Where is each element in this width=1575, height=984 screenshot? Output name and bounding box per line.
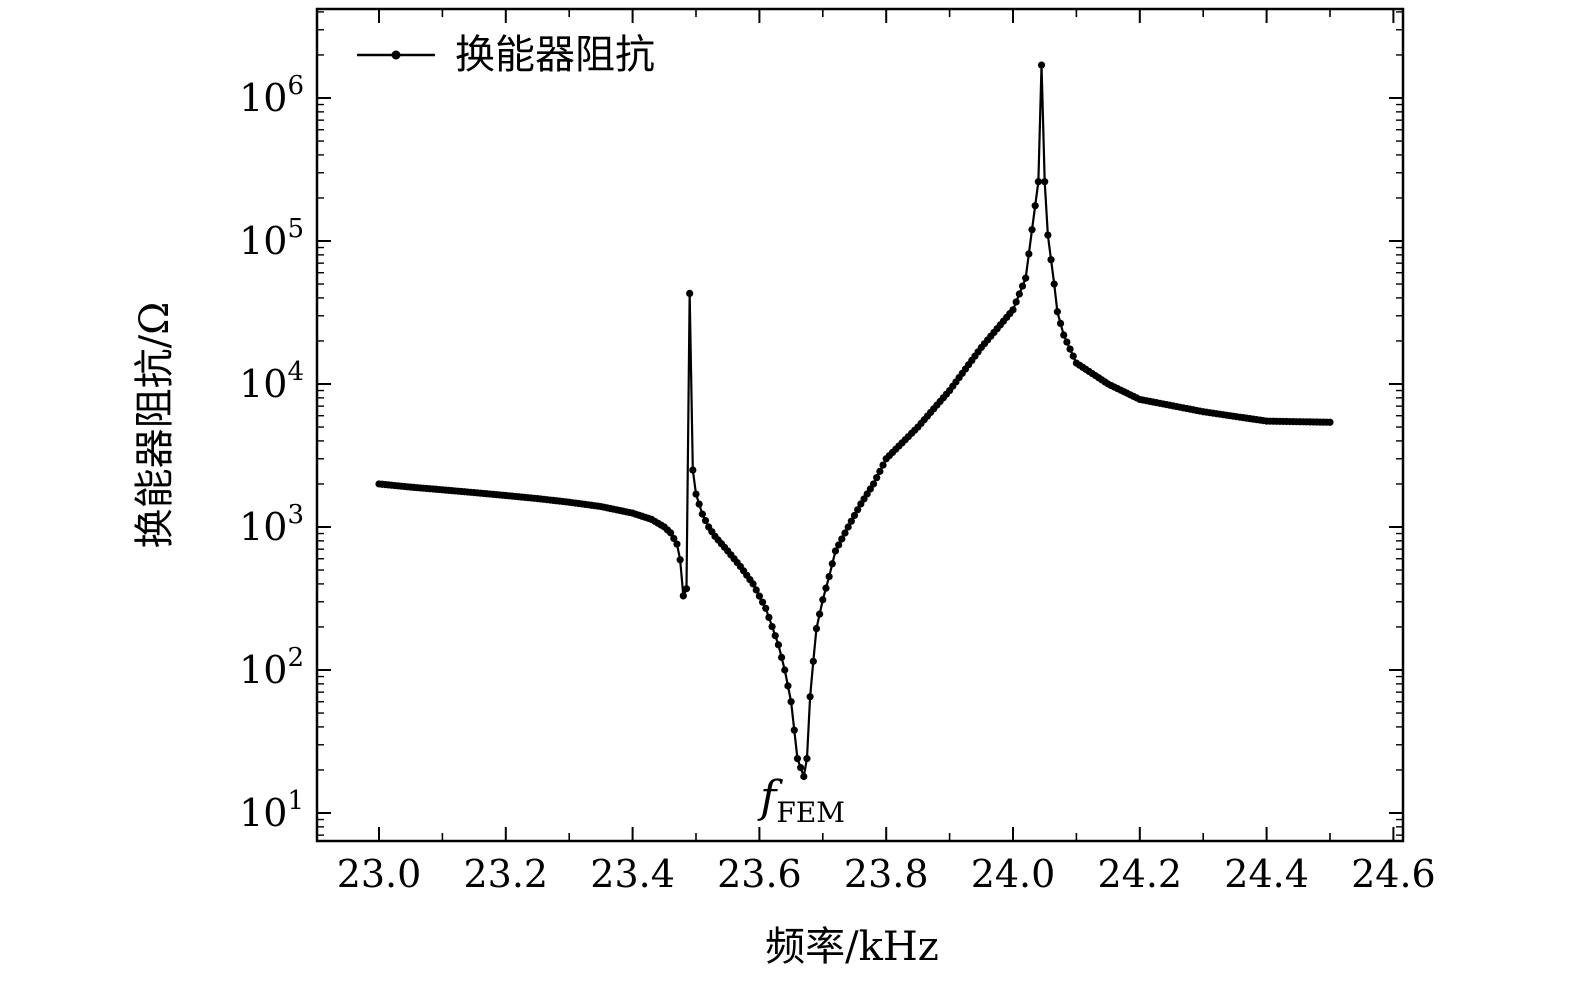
data-point: [1053, 308, 1061, 316]
data-point: [844, 523, 852, 531]
y-tick-label: 101: [239, 786, 304, 835]
y-tick-label: 106: [239, 71, 304, 120]
data-point: [679, 592, 687, 600]
legend: 换能器阻抗: [357, 32, 655, 78]
data-point: [819, 596, 827, 604]
data-point: [667, 529, 675, 537]
data-point: [793, 755, 802, 763]
data-point: [777, 653, 786, 662]
data-point: [1063, 338, 1071, 346]
data-point: [762, 604, 770, 612]
data-point: [701, 516, 710, 525]
data-point: [768, 622, 776, 631]
data-point: [1044, 231, 1052, 239]
y-tick-label: 103: [239, 500, 304, 549]
y-tick-label: 102: [239, 643, 304, 692]
y-tick-label: 105: [239, 214, 304, 263]
data-point: [1056, 319, 1065, 327]
data-point: [1034, 178, 1042, 186]
legend-marker: [391, 50, 401, 60]
data-point: [854, 506, 862, 514]
data-point: [1018, 282, 1027, 290]
data-point: [800, 772, 808, 781]
annotation-subscript: FEM: [776, 796, 845, 829]
data-point: [1022, 274, 1030, 282]
x-tick-label: 23.6: [717, 852, 802, 896]
data-point: [1060, 331, 1068, 339]
data-point: [809, 657, 817, 665]
x-tick-label: 24.0: [971, 852, 1056, 896]
data-point: [698, 510, 706, 518]
data-point: [838, 535, 846, 543]
data-point: [689, 466, 697, 474]
plot-frame: [315, 7, 1405, 843]
data-point: [1066, 345, 1074, 353]
data-point: [831, 547, 840, 555]
x-tick-label: 24.4: [1224, 852, 1309, 896]
x-tick-label: 23.2: [463, 852, 548, 896]
x-tick-label: 24.2: [1097, 852, 1182, 896]
data-point: [1047, 256, 1055, 264]
data-point: [752, 586, 760, 594]
data-point: [1031, 202, 1039, 210]
data-point: [755, 592, 764, 600]
data-point: [784, 682, 792, 690]
data-point: [1069, 352, 1077, 360]
series-layer: [375, 61, 1334, 781]
data-point: [686, 289, 694, 298]
data-point: [850, 511, 859, 520]
data-point: [873, 474, 881, 482]
data-point: [1012, 298, 1020, 306]
data-point: [670, 534, 678, 543]
data-point: [828, 560, 836, 568]
x-axis-ticks: 23.0 23.2 23.4 23.6 23.8 24.0 24.2 24.4 24.6: [337, 9, 1436, 896]
data-point: [771, 632, 779, 640]
data-point: [847, 517, 855, 525]
data-point: [749, 580, 757, 588]
data-point: [758, 598, 767, 606]
y-tick-label: 104: [239, 357, 304, 406]
data-point: [765, 613, 773, 622]
data-point: [879, 461, 887, 469]
data-point: [876, 467, 884, 475]
data-point: [797, 763, 805, 772]
y-axis-title: 换能器阻抗/Ω: [132, 302, 178, 549]
x-tick-label: 23.8: [844, 852, 929, 896]
x-tick-label: 23.0: [337, 852, 422, 896]
data-point: [1326, 418, 1334, 426]
data-point: [673, 540, 681, 548]
data-point: [825, 572, 833, 581]
data-point: [1050, 280, 1058, 288]
data-point: [869, 480, 878, 488]
data-point: [682, 585, 691, 593]
data-point: [790, 726, 798, 734]
resonance-annotation: fFEM: [757, 772, 845, 829]
data-point: [695, 500, 703, 508]
data-point: [1028, 226, 1036, 234]
data-point: [822, 584, 830, 592]
x-axis-title: 频率/kHz: [765, 924, 939, 970]
data-point: [781, 666, 789, 674]
data-point: [774, 641, 783, 649]
data-point: [1025, 250, 1033, 258]
data-point: [835, 541, 843, 549]
data-point: [1041, 178, 1049, 186]
x-tick-label: 24.6: [1351, 852, 1436, 896]
x-tick-label: 23.4: [590, 852, 675, 896]
data-point: [787, 698, 795, 706]
data-point: [841, 529, 849, 537]
data-point: [1037, 61, 1046, 69]
data-point: [806, 693, 814, 701]
legend-label: 换能器阻抗: [455, 32, 655, 78]
y-axis-ticks: 101 102 103 104 105 106: [239, 11, 1403, 836]
data-point: [676, 556, 684, 564]
data-point: [816, 610, 824, 618]
series-line: [378, 65, 1331, 781]
data-point: [812, 624, 821, 633]
data-point: [1009, 306, 1017, 314]
data-point: [1015, 290, 1023, 298]
data-point: [692, 490, 700, 498]
data-point: [803, 755, 811, 763]
